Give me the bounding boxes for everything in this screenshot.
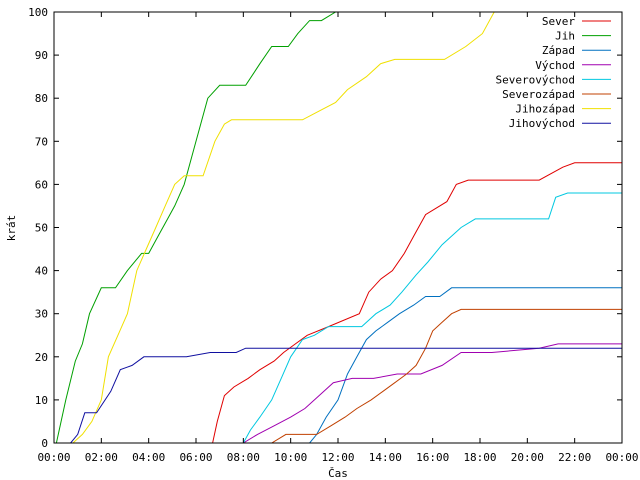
x-axis-label: Čas: [328, 467, 348, 480]
y-tick-label: 40: [35, 265, 48, 278]
y-tick-label: 50: [35, 222, 48, 235]
x-tick-label: 22:00: [558, 451, 591, 464]
series-line: [54, 347, 622, 444]
x-tick-label: 18:00: [463, 451, 496, 464]
y-tick-label: 90: [35, 49, 48, 62]
series-layer: [54, 11, 622, 444]
x-tick-label: 20:00: [511, 451, 544, 464]
y-tick-label: 0: [41, 437, 48, 450]
y-tick-label: 80: [35, 92, 48, 105]
x-tick-labels: 00:00 02:00 04:00 06:00 08:00 10:00 12:00 14:00…: [37, 451, 638, 464]
x-tick-label: 14:00: [369, 451, 402, 464]
x-tick-label: 04:00: [132, 451, 165, 464]
series-line: [54, 11, 622, 444]
y-tick-label: 60: [35, 178, 48, 191]
legend-label: Severovýchod: [496, 73, 575, 86]
legend-label: Sever: [542, 15, 575, 28]
y-tick-labels: 0 10 20 30 40 50 60 70 80 90 100: [28, 6, 48, 450]
series-line: [54, 308, 622, 444]
series-line: [54, 192, 622, 444]
x-tick-label: 10:00: [274, 451, 307, 464]
legend-label: Jihozápad: [515, 103, 575, 116]
series-line: [54, 343, 622, 444]
x-tick-label: 16:00: [416, 451, 449, 464]
series-line: [54, 11, 622, 444]
y-tick-label: 30: [35, 308, 48, 321]
y-tick-label: 100: [28, 6, 48, 19]
legend-label: Jih: [555, 30, 575, 43]
legend-label: Východ: [535, 59, 575, 72]
y-tick-label: 70: [35, 135, 48, 148]
y-tick-label: 10: [35, 394, 48, 407]
legend-label: Severozápad: [502, 88, 575, 101]
x-tick-label: 06:00: [179, 451, 212, 464]
y-axis-label: krát: [5, 215, 18, 242]
x-tick-label: 08:00: [227, 451, 260, 464]
legend-label: Jihovýchod: [509, 117, 575, 130]
y-tick-label: 20: [35, 351, 48, 364]
axis-ticks: [53, 11, 623, 444]
x-tick-label: 12:00: [321, 451, 354, 464]
x-tick-label: 00:00: [37, 451, 70, 464]
series-line: [54, 287, 622, 444]
x-tick-label: 02:00: [85, 451, 118, 464]
legend-label: Západ: [542, 44, 575, 57]
series-line: [54, 162, 622, 444]
x-tick-label: 00:00: [605, 451, 638, 464]
